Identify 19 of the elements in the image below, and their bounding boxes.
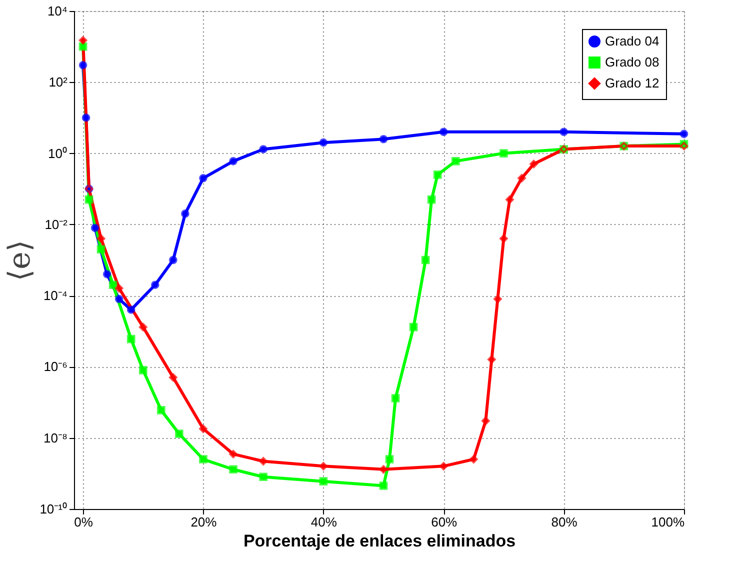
y-axis-title: ⟨e⟩ [2, 240, 38, 282]
legend-label: Grado 08 [605, 54, 660, 70]
x-tick-label: 0% [74, 514, 94, 530]
x-tick-label: 60% [431, 514, 458, 530]
y-tick-label: 10² [48, 74, 68, 90]
legend-label: Grado 12 [605, 76, 660, 90]
y-tick-label: 10⁴ [47, 4, 68, 18]
x-tick-label: 100% [651, 514, 685, 530]
y-tick-label: 10⁻⁸ [44, 430, 68, 446]
x-axis-title: Porcentaje de enlaces eliminados [243, 532, 516, 550]
y-tick-label: 10⁻¹⁰ [40, 502, 68, 516]
legend-label: Grado 04 [605, 34, 660, 48]
x-tick-label: 40% [310, 514, 338, 530]
y-tick-label: 10⁰ [48, 146, 68, 161]
x-tick-label: 20% [190, 514, 218, 530]
y-tick-label: 10⁻² [44, 216, 68, 232]
x-tick-label: 80% [551, 514, 578, 530]
y-tick-label: 10⁻⁴ [43, 288, 68, 304]
y-tick-label: 10⁻⁶ [44, 359, 68, 374]
